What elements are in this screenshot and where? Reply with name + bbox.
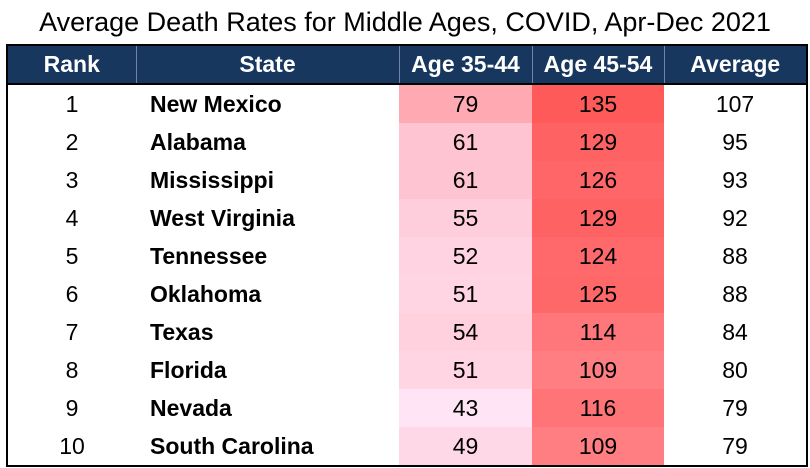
rank-cell: 8 bbox=[6, 351, 136, 389]
age-45-54-cell: 109 bbox=[532, 427, 664, 467]
table-row: 6 Oklahoma 51 125 88 bbox=[6, 275, 808, 313]
header-row: Rank State Age 35-44 Age 45-54 Average bbox=[6, 44, 808, 85]
table-row: 5 Tennessee 52 124 88 bbox=[6, 237, 808, 275]
state-cell: Mississippi bbox=[150, 166, 274, 193]
average-cell: 79 bbox=[664, 389, 808, 427]
average-cell: 84 bbox=[664, 313, 808, 351]
death-rates-table: Rank State Age 35-44 Age 45-54 Average 1… bbox=[6, 44, 808, 467]
age-35-44-cell: 61 bbox=[399, 123, 532, 161]
rank-cell: 6 bbox=[6, 275, 136, 313]
rank-cell: 1 bbox=[6, 84, 136, 123]
state-cell: Texas bbox=[150, 318, 214, 345]
rank-cell: 3 bbox=[6, 161, 136, 199]
age-35-44-cell: 54 bbox=[399, 313, 532, 351]
age-45-54-cell: 129 bbox=[532, 199, 664, 237]
state-cell: Tennessee bbox=[150, 242, 268, 269]
header-age-45-54: Age 45-54 bbox=[531, 44, 665, 85]
age-35-44-cell: 52 bbox=[399, 237, 532, 275]
age-45-54-cell: 135 bbox=[532, 84, 664, 123]
age-45-54-cell: 114 bbox=[532, 313, 664, 351]
average-cell: 80 bbox=[664, 351, 808, 389]
age-35-44-cell: 61 bbox=[399, 161, 532, 199]
state-cell: Alabama bbox=[150, 128, 246, 155]
header-average: Average bbox=[663, 44, 808, 85]
average-cell: 93 bbox=[664, 161, 808, 199]
state-cell: Florida bbox=[150, 356, 227, 383]
average-cell: 79 bbox=[664, 427, 808, 467]
age-45-54-cell: 125 bbox=[532, 275, 664, 313]
age-35-44-cell: 43 bbox=[399, 389, 532, 427]
average-cell: 88 bbox=[664, 275, 808, 313]
table-row: 10 South Carolina 49 109 79 bbox=[6, 427, 808, 467]
state-cell: West Virginia bbox=[150, 204, 295, 231]
state-cell: New Mexico bbox=[150, 90, 282, 117]
age-35-44-cell: 79 bbox=[399, 84, 532, 123]
table-title: Average Death Rates for Middle Ages, COV… bbox=[39, 7, 771, 37]
table-row: 2 Alabama 61 129 95 bbox=[6, 123, 808, 161]
table-row: 7 Texas 54 114 84 bbox=[6, 313, 808, 351]
age-35-44-cell: 55 bbox=[399, 199, 532, 237]
age-35-44-cell: 51 bbox=[399, 275, 532, 313]
average-cell: 92 bbox=[664, 199, 808, 237]
state-cell: Nevada bbox=[150, 394, 232, 421]
age-45-54-cell: 116 bbox=[532, 389, 664, 427]
rank-cell: 9 bbox=[6, 389, 136, 427]
table-row: 8 Florida 51 109 80 bbox=[6, 351, 808, 389]
state-cell: Oklahoma bbox=[150, 280, 262, 307]
rank-cell: 4 bbox=[6, 199, 136, 237]
header-state: State bbox=[135, 44, 400, 85]
age-45-54-cell: 124 bbox=[532, 237, 664, 275]
header-rank: Rank bbox=[6, 44, 137, 85]
state-cell: South Carolina bbox=[136, 427, 399, 467]
rank-cell: 10 bbox=[6, 427, 136, 467]
age-45-54-cell: 129 bbox=[532, 123, 664, 161]
rank-cell: 7 bbox=[6, 313, 136, 351]
table-row: 1 New Mexico 79 135 107 bbox=[6, 84, 808, 123]
average-cell: 107 bbox=[664, 84, 808, 123]
rank-cell: 5 bbox=[6, 237, 136, 275]
average-cell: 95 bbox=[664, 123, 808, 161]
age-35-44-cell: 49 bbox=[399, 427, 532, 467]
table-row: 4 West Virginia 55 129 92 bbox=[6, 199, 808, 237]
table-row: 3 Mississippi 61 126 93 bbox=[6, 161, 808, 199]
average-cell: 88 bbox=[664, 237, 808, 275]
table-body: 1 New Mexico 79 135 107 2 Alabama 61 129 95 3 Missi… bbox=[6, 84, 808, 467]
table-row: 9 Nevada 43 116 79 bbox=[6, 389, 808, 427]
age-45-54-cell: 109 bbox=[532, 351, 664, 389]
header-age-35-44: Age 35-44 bbox=[398, 44, 533, 85]
age-35-44-cell: 51 bbox=[399, 351, 532, 389]
age-45-54-cell: 126 bbox=[532, 161, 664, 199]
rank-cell: 2 bbox=[6, 123, 136, 161]
